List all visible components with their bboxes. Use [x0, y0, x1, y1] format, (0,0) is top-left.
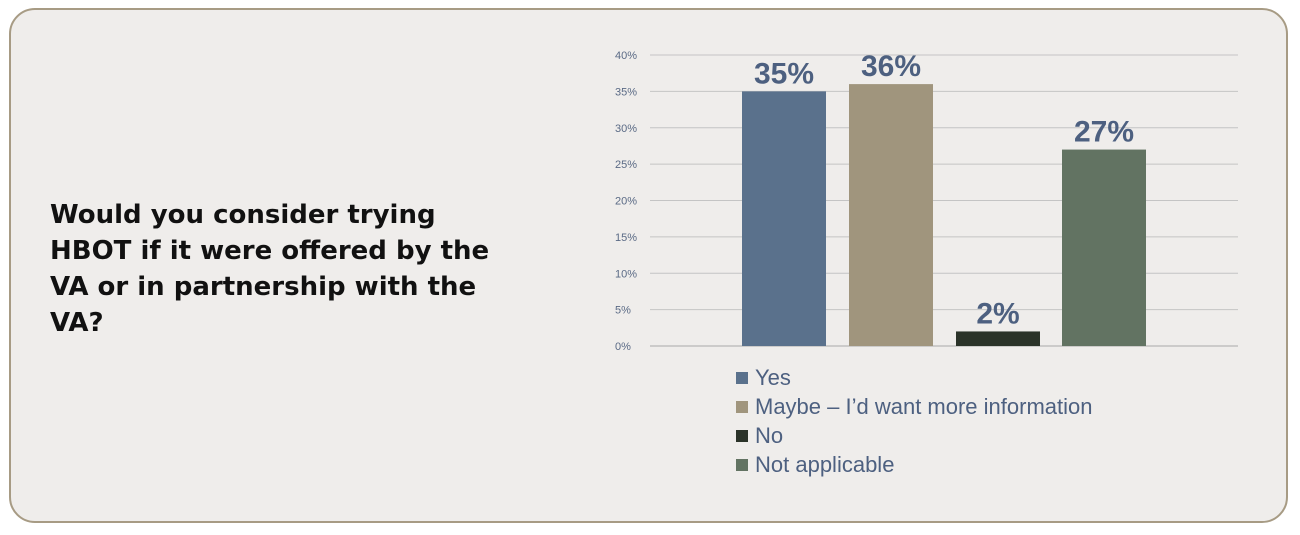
bar — [742, 91, 826, 346]
bar-value-label: 36% — [861, 50, 921, 83]
chart-legend: Yes Maybe – I’d want more information No No… — [736, 363, 1093, 479]
bars — [742, 84, 1146, 346]
legend-label: No — [755, 422, 784, 448]
y-tick-label: 25% — [615, 159, 637, 171]
legend-label: Yes — [755, 364, 791, 390]
data-labels: 35% 36% 2% 27% — [754, 50, 1134, 330]
y-tick-label: 30% — [615, 123, 637, 135]
y-tick-label: 5% — [615, 305, 631, 317]
legend-label: Maybe – I’d want more information — [755, 393, 1093, 419]
legend-label: Not applicable — [755, 451, 895, 477]
legend-swatch — [736, 458, 748, 471]
y-tick-label: 20% — [615, 196, 637, 208]
y-tick-label: 10% — [615, 268, 637, 280]
gridlines — [650, 54, 1238, 347]
bar — [956, 331, 1040, 346]
question-text: Would you consider trying HBOT if it wer… — [50, 200, 490, 338]
bar-value-label: 35% — [754, 57, 814, 90]
y-tick-label: 35% — [615, 86, 637, 98]
bar-value-label: 27% — [1074, 116, 1134, 149]
bar-value-label: 2% — [976, 297, 1019, 330]
legend-item: Not applicable — [736, 450, 1093, 479]
legend-swatch — [736, 371, 748, 384]
legend-swatch — [736, 400, 748, 413]
y-tick-label: 15% — [615, 232, 637, 244]
legend-item: Maybe – I’d want more information — [736, 392, 1093, 421]
legend-item: No — [736, 421, 1093, 450]
y-tick-label: 40% — [615, 50, 637, 62]
y-axis-ticks: 0% 5% 10% 15% 20% 25% 30% 35% 40% — [615, 50, 637, 353]
y-tick-label: 0% — [615, 341, 631, 353]
legend-item: Yes — [736, 363, 1093, 392]
legend-swatch — [736, 429, 748, 442]
bar — [849, 84, 933, 346]
bar — [1062, 149, 1146, 346]
